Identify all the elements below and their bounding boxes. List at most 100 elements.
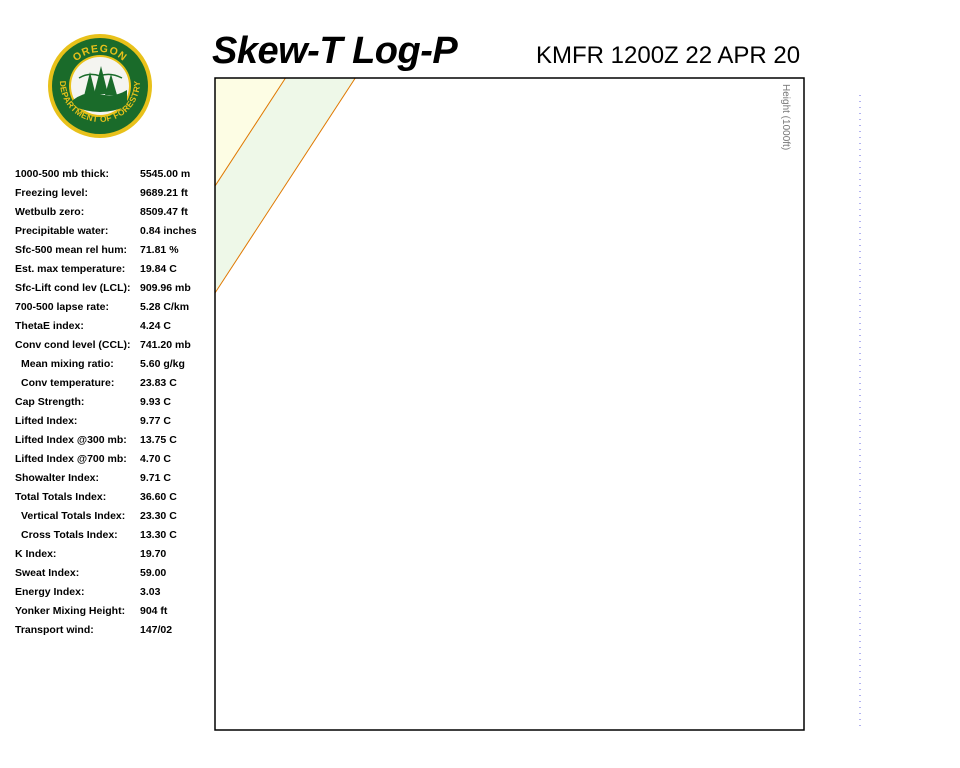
- dry-adiabat: [0, 0, 708, 26]
- isotherm-line: [0, 78, 6, 730]
- dry-adiabat: [0, 0, 850, 26]
- dry-adiabat: [0, 0, 960, 26]
- dry-adiabat: [0, 0, 960, 26]
- index-value: 4.24 C: [140, 320, 171, 332]
- station-time-label: KMFR 1200Z 22 APR 20: [536, 42, 801, 69]
- index-label: Sweat Index:: [15, 567, 80, 579]
- plot-frame: [214, 77, 805, 731]
- height-axis-label: Height (1000ft): [780, 84, 791, 150]
- index-value: 5545.00 m: [140, 168, 191, 180]
- dry-adiabat: [0, 0, 354, 26]
- wind-barbs: [859, 95, 861, 728]
- index-value: 0.84 inches: [140, 225, 197, 237]
- index-label: Wetbulb zero:: [15, 206, 85, 218]
- index-label: Transport wind:: [15, 624, 94, 636]
- dry-adiabat: [0, 0, 960, 26]
- index-value: 19.84 C: [140, 263, 177, 275]
- dry-adiabat: [0, 0, 283, 26]
- index-value: 147/02: [140, 624, 173, 636]
- index-value: 19.70: [140, 548, 167, 560]
- tree-icon: [84, 72, 96, 96]
- dry-adiabat: [0, 0, 960, 26]
- temperature-bands: [0, 78, 356, 730]
- dry-adiabat: [0, 0, 637, 26]
- isotherm-line: [0, 78, 76, 730]
- dry-adiabat: [0, 0, 960, 26]
- index-value: 5.60 g/kg: [140, 358, 185, 370]
- index-label: Freezing level:: [15, 187, 88, 199]
- index-label: Cross Totals Index:: [21, 529, 118, 541]
- index-label: Precipitable water:: [15, 225, 109, 237]
- index-value: 904 ft: [140, 605, 168, 617]
- index-label: 700-500 lapse rate:: [15, 301, 109, 313]
- dry-adiabat: [0, 0, 960, 26]
- dry-adiabat: [0, 0, 960, 26]
- isotherm-line: [215, 78, 356, 294]
- index-label: Total Totals Index:: [15, 491, 107, 503]
- dry-adiabat: [0, 0, 960, 26]
- index-label: Conv temperature:: [21, 377, 115, 389]
- index-value: 23.30 C: [140, 510, 177, 522]
- index-label: Showalter Index:: [15, 472, 100, 484]
- index-value: 13.75 C: [140, 434, 177, 446]
- dry-adiabat: [0, 0, 566, 26]
- temperature-band: [0, 78, 76, 730]
- index-label: Lifted Index @700 mb:: [15, 453, 127, 465]
- temperature-band: [215, 78, 216, 80]
- dry-adiabat: [0, 0, 920, 26]
- temperature-band: [215, 78, 356, 294]
- mountain-icon: [78, 73, 123, 79]
- index-label: 1000-500 mb thick:: [15, 168, 109, 180]
- index-label: Lifted Index @300 mb:: [15, 434, 127, 446]
- index-label: Conv cond level (CCL):: [15, 339, 131, 351]
- dry-adiabat: [0, 0, 142, 26]
- index-value: 8509.47 ft: [140, 206, 188, 218]
- index-value: 9.71 C: [140, 472, 171, 484]
- dry-adiabat: [0, 0, 779, 26]
- dry-adiabats: [0, 0, 960, 26]
- oregon-forestry-logo: OREGON DEPARTMENT OF FORESTRY: [46, 32, 154, 140]
- seal-icon: OREGON DEPARTMENT OF FORESTRY: [48, 34, 152, 138]
- index-value: 741.20 mb: [140, 339, 191, 351]
- index-value: 13.30 C: [140, 529, 177, 541]
- index-value: 5.28 C/km: [140, 301, 190, 313]
- tree-icon: [105, 74, 117, 95]
- index-label: K Index:: [15, 548, 57, 560]
- index-value: 36.60 C: [140, 491, 177, 503]
- chart-title: Skew-T Log-P: [212, 30, 458, 72]
- index-label: ThetaE index:: [15, 320, 84, 332]
- index-value: 9689.21 ft: [140, 187, 188, 199]
- index-value: 3.03: [140, 586, 161, 598]
- dry-adiabat: [0, 0, 960, 26]
- index-label: Sfc-500 mean rel hum:: [15, 244, 128, 256]
- dry-adiabat: [0, 0, 960, 26]
- temperature-band: [0, 78, 6, 730]
- isotherm-line: [215, 78, 217, 80]
- index-value: 23.83 C: [140, 377, 177, 389]
- temperature-band: [0, 78, 146, 730]
- index-label: Vertical Totals Index:: [21, 510, 126, 522]
- dry-adiabat: [0, 0, 960, 26]
- index-value: 909.96 mb: [140, 282, 191, 294]
- index-label: Est. max temperature:: [15, 263, 126, 275]
- index-value: 9.77 C: [140, 415, 171, 427]
- index-label: Lifted Index:: [15, 415, 78, 427]
- dry-adiabat: [0, 0, 960, 26]
- index-value: 4.70 C: [140, 453, 171, 465]
- index-label: Mean mixing ratio:: [21, 358, 114, 370]
- dry-adiabat: [0, 0, 496, 26]
- dry-adiabat: [0, 0, 960, 26]
- index-label: Sfc-Lift cond lev (LCL):: [15, 282, 131, 294]
- isotherm-line: [0, 78, 146, 730]
- index-label: Cap Strength:: [15, 396, 85, 408]
- index-label: Energy Index:: [15, 586, 85, 598]
- tree-icon: [94, 66, 108, 94]
- index-value: 9.93 C: [140, 396, 171, 408]
- height-axis: 05101520253035404550Height (1000ft): [780, 84, 791, 150]
- index-label: Yonker Mixing Height:: [15, 605, 126, 617]
- dry-adiabat: [0, 0, 960, 26]
- index-value: 59.00: [140, 567, 167, 579]
- dry-adiabat: [0, 0, 213, 26]
- index-value: 71.81 %: [140, 244, 179, 256]
